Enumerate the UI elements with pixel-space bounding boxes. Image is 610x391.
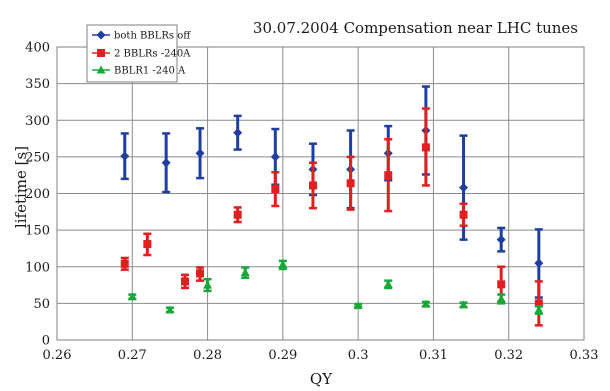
- x-axis-label: QY: [310, 370, 333, 388]
- y-tick-label: 250: [25, 150, 50, 165]
- data-point: [161, 158, 171, 168]
- grid-lines: [56, 46, 585, 341]
- y-tick-label: 150: [25, 224, 50, 239]
- legend-label: 2 BBLRs -240A: [114, 49, 191, 60]
- x-tick-label: 0.27: [118, 348, 147, 363]
- x-tick-label: 0.33: [570, 348, 599, 363]
- x-tick-label: 0.29: [268, 348, 297, 363]
- data-point: [127, 292, 137, 301]
- legend-marker: [96, 30, 106, 40]
- y-tick-label: 0: [42, 334, 50, 349]
- series-1: [120, 85, 544, 299]
- data-point: [534, 258, 544, 268]
- legend-marker: [96, 65, 106, 74]
- data-point: [270, 152, 280, 162]
- series-3: [127, 259, 544, 315]
- data-point: [195, 148, 205, 158]
- data-point: [534, 305, 544, 314]
- data-point: [383, 279, 393, 288]
- series-2: [120, 107, 543, 327]
- legend-label: both BBLRs off: [114, 31, 191, 42]
- data-point: [459, 300, 469, 309]
- legend: both BBLRs off 2 BBLRs -240A BBLR1 -240 A: [86, 24, 191, 83]
- x-tick-label: 0.26: [43, 348, 72, 363]
- y-axis-label: lifetime [s]: [12, 146, 30, 228]
- data-point: [459, 183, 469, 193]
- data-point: [496, 294, 506, 303]
- data-point: [165, 305, 175, 314]
- data-point: [196, 269, 205, 278]
- data-point: [180, 277, 189, 286]
- legend-marker: [97, 49, 105, 57]
- y-tick-label: 100: [25, 260, 50, 275]
- data-point: [233, 210, 242, 219]
- x-tick-label: 0.3: [348, 348, 369, 363]
- x-tick-label: 0.32: [494, 348, 523, 363]
- chart-title: 30.07.2004 Compensation near LHC tunes: [253, 19, 578, 37]
- data-point: [233, 128, 243, 138]
- y-tick-label: 400: [25, 41, 50, 56]
- data-point: [120, 151, 130, 161]
- data-point: [384, 171, 393, 180]
- data-point: [534, 299, 543, 308]
- data-point: [459, 210, 468, 219]
- plot-area: [56, 46, 585, 341]
- data-point: [240, 268, 250, 277]
- data-point: [278, 260, 288, 269]
- data-point: [271, 185, 280, 194]
- x-tick-label: 0.31: [419, 348, 448, 363]
- y-tick-label: 50: [33, 297, 50, 312]
- x-tick-label: 0.28: [193, 348, 222, 363]
- y-tick-label: 350: [25, 77, 50, 92]
- legend-label: BBLR1 -240 A: [114, 66, 186, 77]
- data-point: [421, 299, 431, 308]
- x-tick-labels: 0.26 0.27 0.28 0.29 0.3 0.31 0.32 0.33: [43, 348, 599, 363]
- data-point: [353, 301, 363, 310]
- data-point: [346, 179, 355, 188]
- data-point: [143, 240, 152, 249]
- y-tick-label: 200: [25, 187, 50, 202]
- data-point: [421, 143, 430, 152]
- data-point: [203, 280, 213, 289]
- y-tick-labels: 0 50 100 150 200 250 300 350 400: [25, 41, 50, 349]
- y-tick-label: 300: [25, 114, 50, 129]
- data-series: [120, 85, 544, 327]
- data-point: [497, 280, 506, 289]
- data-point: [120, 259, 129, 268]
- data-point: [308, 181, 317, 190]
- data-point: [496, 235, 506, 245]
